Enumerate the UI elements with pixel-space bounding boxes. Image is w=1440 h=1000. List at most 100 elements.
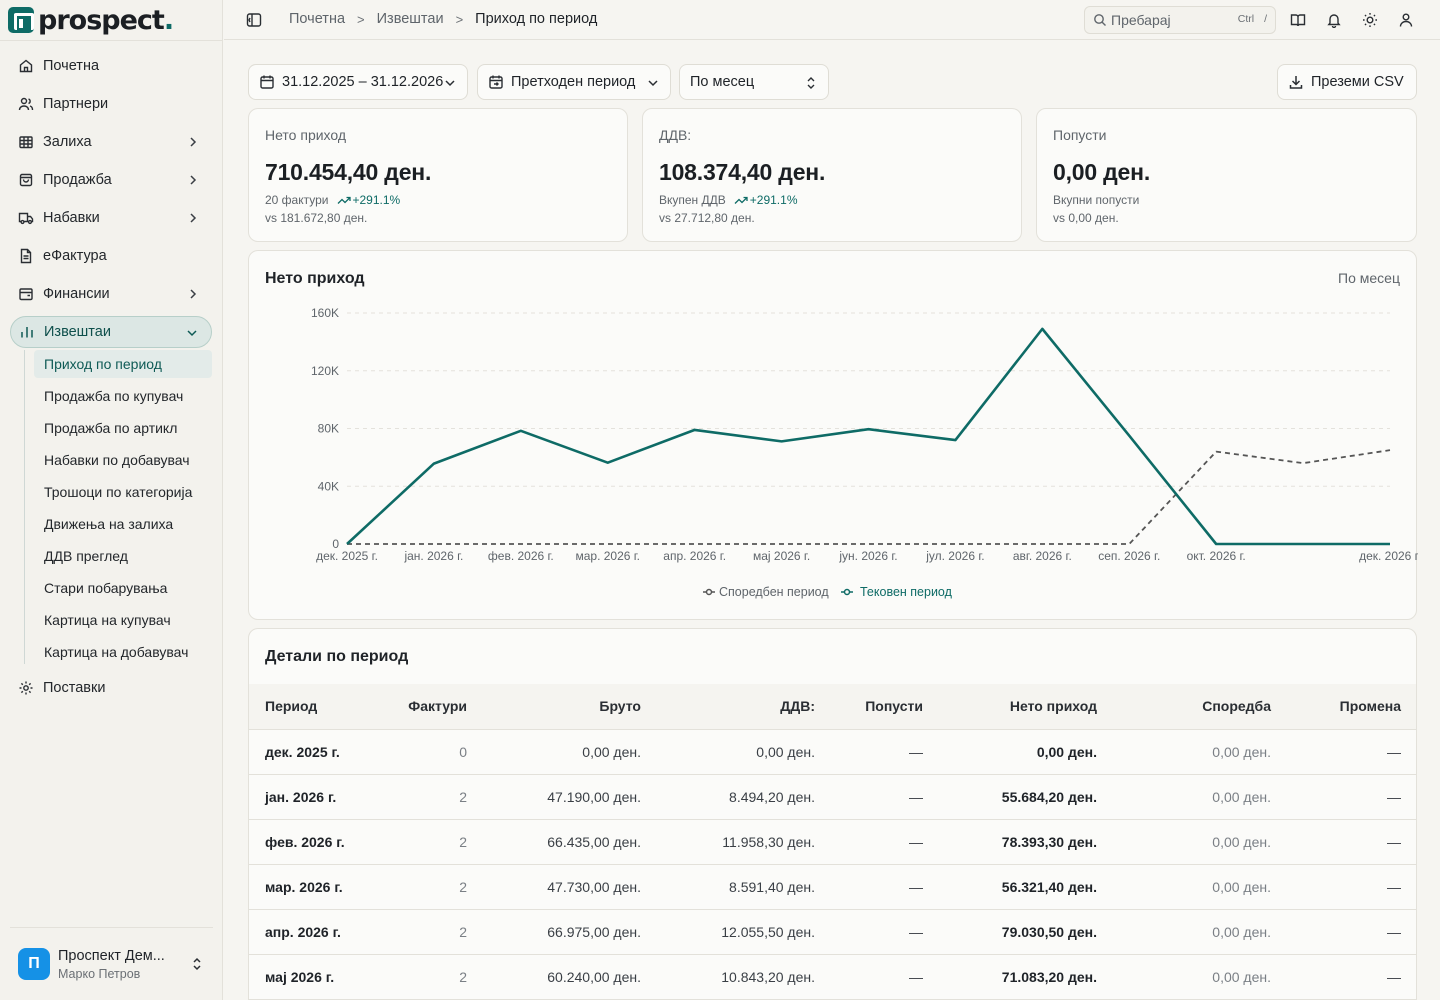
cell-comparison: 0,00 ден. bbox=[1113, 819, 1287, 865]
col-net[interactable]: Нето приход bbox=[939, 684, 1113, 730]
grouping-select[interactable]: По месец bbox=[679, 64, 829, 100]
subnav-item-inventory-movements[interactable]: Движења на залиха bbox=[44, 516, 174, 532]
subnav-item-expenses-by-category[interactable]: Трошоци по категорија bbox=[44, 484, 193, 500]
date-range-picker[interactable]: 31.12.2025 – 31.12.2026 bbox=[248, 64, 468, 100]
trend-badge: +291.1% bbox=[337, 193, 400, 207]
kpi-comparison: vs 181.672,80 ден. bbox=[265, 211, 368, 225]
sidebar-item-label: Набавки bbox=[43, 210, 100, 226]
details-table-card: Детали по период Период Фактури Бруто ДД… bbox=[248, 628, 1417, 1000]
sidebar-item-reports[interactable]: Извештаи bbox=[10, 316, 212, 348]
trend-up-icon bbox=[337, 196, 351, 204]
user-menu[interactable]: П Проспект Дем... Марко Петров bbox=[10, 944, 212, 984]
download-icon bbox=[1289, 76, 1303, 89]
sidebar-item-label: Финансии bbox=[43, 286, 110, 302]
cell-period: дек. 2025 г. bbox=[249, 729, 379, 775]
sidebar-item-settings[interactable]: Поставки bbox=[10, 672, 212, 704]
x-tick-label: јун. 2026 г. bbox=[838, 549, 897, 563]
subnav-item-purchases-by-supplier[interactable]: Набавки по добавувач bbox=[44, 452, 190, 468]
table-row[interactable]: апр. 2026 г. 2 66.975,00 ден. 12.055,50 ден… bbox=[249, 909, 1416, 955]
sidebar-toggle-icon[interactable] bbox=[246, 12, 262, 28]
cell-comparison: 0,00 ден. bbox=[1113, 774, 1287, 820]
sidebar-item-finance[interactable]: Финансии bbox=[10, 278, 212, 310]
cell-change: — bbox=[1287, 819, 1416, 865]
col-invoices[interactable]: Фактури bbox=[379, 684, 483, 730]
col-change[interactable]: Промена bbox=[1287, 684, 1416, 730]
col-vat[interactable]: ДДВ: bbox=[657, 684, 831, 730]
kpi-sub: Вкупен ДДВ bbox=[659, 193, 726, 207]
subnav-item-aged-receivables[interactable]: Стари побарувања bbox=[44, 580, 168, 596]
cell-gross: 60.240,00 ден. bbox=[483, 954, 657, 1000]
chevron-down-icon bbox=[648, 80, 658, 87]
subnav-item-income-by-period[interactable]: Приход по период bbox=[34, 350, 212, 378]
x-tick-label: јан. 2026 г. bbox=[403, 549, 463, 563]
cell-net: 56.321,40 ден. bbox=[939, 864, 1113, 910]
chevron-right-icon bbox=[190, 137, 197, 147]
main-nav: Почетна Партнери Залиха Продажба Набавки… bbox=[10, 50, 212, 710]
table-header-row: Период Фактури Бруто ДДВ: Попусти Нето п… bbox=[249, 684, 1416, 730]
net-income-line-chart: 0 40K 80K 120K 160K дек. 2025 г. јан. 2026 г. ф… bbox=[311, 306, 1418, 599]
breadcrumb-reports[interactable]: Извештаи bbox=[376, 11, 444, 27]
avatar: П bbox=[18, 948, 50, 980]
table-row[interactable]: мар. 2026 г. 2 47.730,00 ден. 8.591,40 ден.… bbox=[249, 864, 1416, 910]
cell-invoices: 0 bbox=[379, 729, 483, 775]
sidebar-item-purchases[interactable]: Набавки bbox=[10, 202, 212, 234]
sidebar: prospect. Почетна Партнери Залиха Продаж… bbox=[0, 0, 223, 1000]
user-icon[interactable] bbox=[1398, 12, 1414, 28]
subnav-item-vat-overview[interactable]: ДДВ преглед bbox=[44, 548, 128, 564]
col-period[interactable]: Период bbox=[249, 684, 379, 730]
subnav-item-sales-by-customer[interactable]: Продажба по купувач bbox=[44, 388, 184, 404]
bell-icon[interactable] bbox=[1326, 12, 1342, 28]
table-row[interactable]: дек. 2025 г. 0 0,00 ден. 0,00 ден. —0,00 ден… bbox=[249, 729, 1416, 775]
subnav-item-supplier-card[interactable]: Картица на добавувач bbox=[44, 644, 189, 660]
calendar-icon bbox=[260, 75, 274, 89]
brand-logo[interactable]: prospect. bbox=[8, 5, 174, 36]
search-placeholder: Пребарај bbox=[1111, 12, 1171, 28]
compare-period-select[interactable]: Претходен период bbox=[477, 64, 671, 100]
cell-net: 0,00 ден. bbox=[939, 729, 1113, 775]
col-gross[interactable]: Бруто bbox=[483, 684, 657, 730]
download-csv-label: Преземи CSV bbox=[1311, 74, 1404, 90]
download-csv-button[interactable]: Преземи CSV bbox=[1277, 64, 1417, 100]
table-row[interactable]: јан. 2026 г. 2 47.190,00 ден. 8.494,20 ден.… bbox=[249, 774, 1416, 820]
table-title: Детали по период bbox=[265, 648, 409, 665]
logo-mark-icon bbox=[8, 7, 34, 33]
cell-gross: 47.730,00 ден. bbox=[483, 864, 657, 910]
sidebar-item-partners[interactable]: Партнери bbox=[10, 88, 212, 120]
chevron-down-icon bbox=[445, 80, 455, 87]
series-line-comparison bbox=[347, 449, 1391, 545]
breadcrumb-home[interactable]: Почетна bbox=[289, 11, 346, 27]
x-tick-label: апр. 2026 г. bbox=[663, 549, 726, 563]
subnav-item-sales-by-article[interactable]: Продажба по артикл bbox=[44, 420, 178, 436]
chevron-right-icon: > bbox=[357, 11, 365, 27]
kpi-comparison: vs 27.712,80 ден. bbox=[659, 211, 755, 225]
divider bbox=[10, 927, 213, 928]
x-tick-label: јул. 2026 г. bbox=[925, 549, 984, 563]
cell-change: — bbox=[1287, 864, 1416, 910]
sidebar-item-einvoice[interactable]: еФактура bbox=[10, 240, 212, 272]
sidebar-item-inventory[interactable]: Залиха bbox=[10, 126, 212, 158]
sidebar-item-sales[interactable]: Продажба bbox=[10, 164, 212, 196]
cell-change: — bbox=[1287, 954, 1416, 1000]
sun-icon[interactable] bbox=[1362, 12, 1378, 28]
kpi-label: ДДВ: bbox=[659, 127, 692, 143]
x-tick-label: дек. 2026 г. bbox=[1359, 549, 1418, 563]
y-tick-label: 120K bbox=[311, 364, 339, 378]
col-comparison[interactable]: Споредба bbox=[1113, 684, 1287, 730]
cell-comparison: 0,00 ден. bbox=[1113, 729, 1287, 775]
table-row[interactable]: фев. 2026 г. 2 66.435,00 ден. 11.958,30 ден… bbox=[249, 819, 1416, 865]
cell-gross: 0,00 ден. bbox=[483, 729, 657, 775]
trend-badge: +291.1% bbox=[734, 193, 798, 207]
cell-change: — bbox=[1287, 774, 1416, 820]
kpi-label: Нето приход bbox=[265, 127, 347, 143]
cell-discounts: — bbox=[831, 954, 939, 1000]
subnav-item-customer-card[interactable]: Картица на купувач bbox=[44, 612, 171, 628]
table-row[interactable]: мај 2026 г. 2 60.240,00 ден. 10.843,20 ден.… bbox=[249, 954, 1416, 1000]
sidebar-item-home[interactable]: Почетна bbox=[10, 50, 212, 82]
search-input[interactable]: Пребарај Ctrl / bbox=[1084, 6, 1276, 34]
col-discounts[interactable]: Попусти bbox=[831, 684, 939, 730]
document-icon bbox=[18, 248, 34, 264]
shopping-bag-icon bbox=[18, 172, 34, 188]
x-tick-label: окт. 2026 г. bbox=[1187, 549, 1246, 563]
book-icon[interactable] bbox=[1290, 12, 1306, 28]
y-tick-label: 160K bbox=[311, 306, 339, 320]
